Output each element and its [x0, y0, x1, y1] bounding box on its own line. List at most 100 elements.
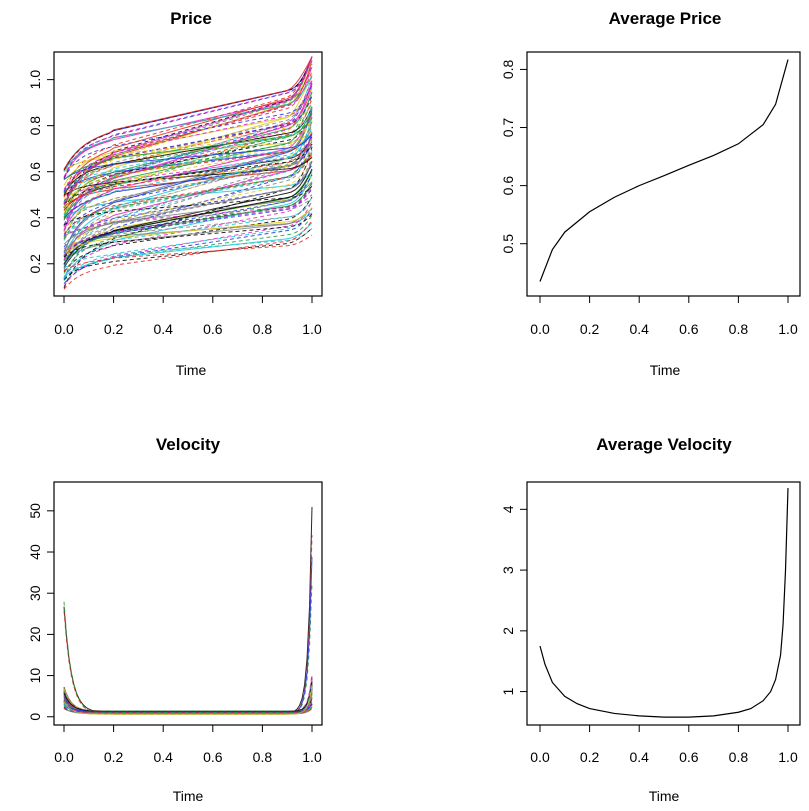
velocity-trajectory	[63, 678, 313, 715]
y-tick-label: 10	[27, 668, 43, 684]
panel-title: Velocity	[156, 435, 221, 454]
y-tick-label: 1	[500, 687, 516, 695]
x-tick-label: 0.0	[54, 749, 74, 765]
x-tick-label: 0.4	[153, 321, 173, 337]
price-trajectory	[63, 87, 313, 186]
price-trajectory	[63, 201, 313, 253]
x-tick-label: 0.0	[54, 321, 74, 337]
y-tick-label: 0.5	[500, 234, 516, 254]
price-trajectory	[63, 96, 313, 192]
velocity-trajectory	[63, 583, 313, 715]
x-tick-label: 0.8	[729, 321, 749, 337]
velocity-trajectory	[63, 685, 313, 713]
plot-frame	[526, 51, 801, 297]
velocity-trajectory	[63, 693, 313, 714]
velocity-trajectory	[63, 557, 313, 715]
velocity-trajectory	[63, 681, 313, 715]
velocity-trajectory	[63, 686, 313, 712]
price-trajectory	[63, 56, 313, 198]
y-tick-label: 3	[500, 566, 516, 574]
x-tick-label: 0.6	[203, 321, 223, 337]
velocity-trajectory	[63, 682, 313, 714]
velocity-trajectory	[63, 684, 313, 712]
velocity-trajectory	[63, 690, 313, 713]
velocity-trajectory	[63, 535, 313, 715]
x-tick-label: 0.6	[203, 749, 223, 765]
velocity-trajectory	[63, 693, 313, 713]
y-tick-label: 4	[500, 505, 516, 513]
velocity-trajectory	[63, 695, 313, 714]
velocity-trajectory	[63, 683, 313, 712]
y-tick-label: 0.6	[27, 162, 43, 182]
velocity-trajectory	[63, 680, 313, 715]
price-trajectory	[63, 227, 313, 280]
price-trajectory	[63, 194, 313, 237]
velocity-trajectory	[63, 681, 313, 715]
price-trajectory	[63, 121, 313, 271]
x-tick-label: 0.2	[580, 749, 600, 765]
x-tick-label: 0.8	[729, 749, 749, 765]
velocity-trajectory	[63, 683, 313, 713]
price-trajectory	[63, 102, 313, 218]
x-tick-label: 0.8	[253, 749, 273, 765]
price-trajectory	[63, 56, 313, 205]
average-price-panel: Average Price Time 0.0 0.2 0.4 0.6 0.8 1.0 0.5 0.…	[500, 9, 801, 378]
velocity-trajectory	[63, 687, 313, 712]
price-trajectory	[63, 71, 313, 196]
velocity-trajectory	[63, 692, 313, 714]
velocity-trajectory	[63, 687, 313, 714]
y-tick-label: 0.7	[500, 118, 516, 138]
y-tick-label: 0.8	[27, 116, 43, 136]
x-tick-label: 1.0	[302, 321, 322, 337]
velocity-trajectory	[63, 688, 313, 714]
x-tick-label: 0.0	[530, 321, 550, 337]
x-tick-label: 0.4	[629, 321, 649, 337]
velocity-trajectory	[63, 680, 313, 712]
price-trajectory	[63, 107, 313, 203]
price-trajectory	[63, 111, 313, 209]
price-panel: Price Time 0.0 0.2 0.4 0.6 0.8 1.0 0.2 0.4 0.6 0.8 1…	[27, 9, 323, 378]
x-tick-label: 1.0	[302, 749, 322, 765]
price-trajectory	[63, 134, 313, 180]
panel-title: Price	[170, 9, 212, 28]
price-trajectory	[63, 222, 313, 277]
price-trajectory	[63, 151, 313, 200]
velocity-trajectory	[63, 689, 313, 715]
price-trajectory	[63, 136, 313, 211]
velocity-trajectory	[63, 695, 313, 712]
velocity-trajectory	[63, 691, 313, 713]
y-tick-label: 0.2	[27, 254, 43, 274]
velocity-trajectory	[63, 697, 313, 713]
velocity-trajectory	[63, 676, 313, 713]
price-trajectory	[63, 97, 313, 221]
price-trajectory	[63, 112, 313, 194]
velocity-trajectory	[63, 674, 313, 712]
price-trajectory	[63, 56, 313, 170]
x-axis-label: Time	[176, 362, 207, 378]
velocity-trajectory	[63, 686, 313, 714]
velocity-trajectory	[63, 680, 313, 714]
price-trajectory	[63, 160, 313, 269]
velocity-trajectory	[63, 506, 313, 714]
velocity-trajectory	[63, 687, 313, 712]
price-trajectory	[63, 143, 313, 205]
price-trajectory	[63, 113, 313, 264]
average-velocity-panel: Average Velocity Time 0.0 0.2 0.4 0.6 0.8 1.0 1 2…	[500, 435, 801, 804]
y-tick-label: 2	[500, 627, 516, 635]
price-trajectory	[63, 119, 313, 279]
velocity-trajectory	[63, 680, 313, 713]
velocity-trajectory	[63, 691, 313, 713]
velocity-trajectory	[63, 685, 313, 712]
velocity-trajectory	[63, 693, 313, 714]
velocity-trajectory	[63, 688, 313, 713]
price-trajectory	[63, 56, 313, 193]
x-axis-label: Time	[649, 788, 680, 804]
price-trajectory	[63, 56, 313, 203]
velocity-trajectory	[63, 687, 313, 714]
velocity-trajectory	[63, 679, 313, 712]
price-trajectory	[63, 156, 313, 197]
velocity-trajectory	[63, 691, 313, 714]
y-tick-label: 0.4	[27, 208, 43, 228]
panel-title: Average Price	[609, 9, 722, 28]
y-tick-label: 30	[27, 585, 43, 601]
